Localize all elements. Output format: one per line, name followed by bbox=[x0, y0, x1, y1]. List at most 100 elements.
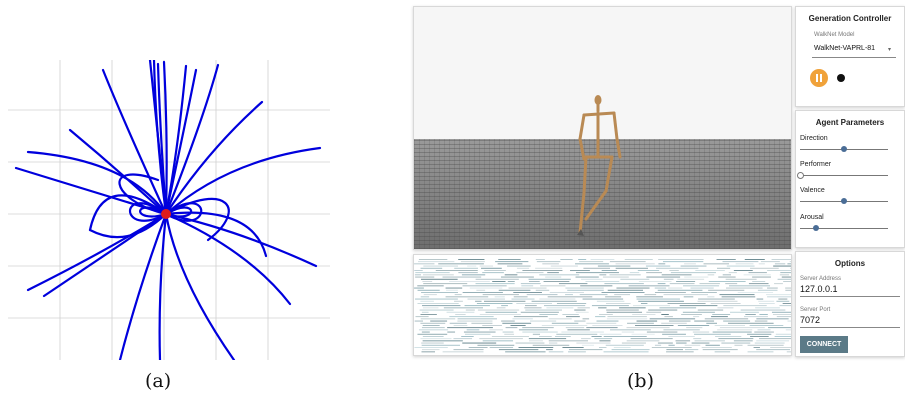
feature-streak bbox=[693, 338, 702, 340]
feature-streak bbox=[675, 340, 691, 342]
feature-streak bbox=[666, 349, 683, 351]
feature-streak bbox=[781, 276, 791, 278]
feature-streak bbox=[528, 278, 571, 280]
feature-streak bbox=[677, 325, 710, 326]
connect-button[interactable]: CONNECT bbox=[800, 336, 848, 353]
feature-streak bbox=[483, 300, 526, 302]
feature-streak bbox=[491, 336, 529, 337]
feature-streak bbox=[582, 318, 590, 320]
feature-streak bbox=[532, 333, 540, 335]
feature-streak bbox=[636, 298, 680, 300]
field-underline bbox=[800, 296, 900, 297]
feature-streak bbox=[607, 289, 643, 291]
feature-streak bbox=[445, 296, 489, 298]
feature-streak bbox=[435, 270, 478, 271]
feature-streak bbox=[707, 274, 715, 276]
trajectory-curve bbox=[164, 212, 292, 306]
slider-direction[interactable]: Direction bbox=[796, 135, 904, 157]
feature-streak bbox=[458, 259, 485, 260]
trajectory-curve bbox=[164, 63, 220, 216]
feature-streak bbox=[747, 333, 772, 335]
origin-marker bbox=[161, 209, 171, 219]
feature-streak bbox=[779, 305, 791, 307]
feature-streak bbox=[785, 329, 791, 331]
slider-valence[interactable]: Valence bbox=[796, 187, 904, 209]
slider-thumb[interactable] bbox=[812, 225, 819, 231]
slider-performer[interactable]: Performer bbox=[796, 161, 904, 183]
feature-streak bbox=[661, 314, 669, 315]
model-label: WalkNet Model bbox=[814, 32, 855, 38]
feature-streak bbox=[621, 342, 646, 344]
feature-streak bbox=[740, 309, 786, 311]
feature-streak bbox=[757, 329, 771, 331]
feature-streak bbox=[453, 338, 473, 340]
feature-streak bbox=[705, 344, 720, 346]
feature-streak bbox=[657, 289, 703, 291]
feature-streak bbox=[516, 267, 530, 269]
slider-thumb[interactable] bbox=[797, 172, 804, 179]
feature-streak bbox=[704, 318, 749, 320]
model-select[interactable]: WalkNet-VAPRL-81 ▾ bbox=[812, 43, 896, 58]
feature-streak bbox=[421, 278, 458, 280]
feature-streak bbox=[636, 296, 663, 298]
trajectory-plot bbox=[8, 60, 330, 360]
3d-viewport[interactable] bbox=[413, 6, 792, 250]
feature-streak bbox=[668, 287, 683, 289]
feature-streak bbox=[605, 303, 631, 304]
feature-streak bbox=[567, 329, 590, 331]
feature-streak bbox=[702, 349, 738, 351]
feature-streak bbox=[774, 336, 791, 337]
feature-streak bbox=[748, 272, 767, 274]
feature-streak bbox=[462, 292, 503, 293]
record-dot-icon[interactable] bbox=[837, 74, 845, 82]
feature-streak bbox=[422, 340, 463, 342]
feature-streak bbox=[568, 349, 603, 351]
pause-button[interactable] bbox=[810, 69, 828, 87]
feature-streak bbox=[599, 340, 611, 342]
feature-streak bbox=[531, 300, 577, 302]
slider-arousal[interactable]: Arousal bbox=[796, 214, 904, 236]
feature-streak bbox=[727, 322, 774, 324]
slider-label: Performer bbox=[800, 161, 832, 168]
feature-streak bbox=[626, 327, 670, 329]
feature-streak bbox=[508, 287, 547, 289]
feature-streak bbox=[551, 322, 579, 324]
feature-streak bbox=[758, 263, 765, 265]
feature-streak bbox=[507, 265, 531, 267]
feature-streak bbox=[476, 303, 513, 304]
feature-streak bbox=[414, 270, 423, 271]
feature-streak bbox=[662, 333, 686, 335]
slider-track[interactable] bbox=[800, 175, 888, 176]
feature-streak bbox=[785, 287, 791, 289]
feature-streak bbox=[663, 294, 708, 296]
feature-streak bbox=[711, 316, 728, 318]
server-port-field[interactable]: 7072 bbox=[800, 314, 900, 328]
feature-streak bbox=[565, 294, 573, 296]
trajectory-curve bbox=[118, 212, 168, 360]
feature-streak bbox=[743, 316, 768, 318]
feature-streak bbox=[737, 292, 774, 293]
feature-streak bbox=[446, 311, 475, 313]
feature-streak bbox=[694, 340, 725, 342]
feature-streak bbox=[668, 336, 695, 337]
feature-streak bbox=[754, 320, 768, 322]
feature-streak bbox=[477, 344, 515, 346]
feature-streak bbox=[549, 292, 584, 293]
slider-thumb[interactable] bbox=[841, 146, 847, 152]
feature-streak bbox=[626, 340, 660, 342]
feature-streak bbox=[540, 285, 566, 287]
feature-streak bbox=[495, 261, 529, 263]
feature-streak bbox=[590, 259, 615, 260]
slider-thumb[interactable] bbox=[841, 198, 847, 204]
feature-streak bbox=[421, 351, 436, 353]
feature-streak bbox=[475, 283, 515, 285]
feature-streak bbox=[421, 349, 440, 351]
server-address-field[interactable]: 127.0.0.1 bbox=[800, 283, 900, 297]
feature-streak bbox=[654, 344, 662, 346]
feature-streak bbox=[581, 344, 594, 346]
feature-streak bbox=[630, 338, 673, 340]
feature-streak bbox=[786, 351, 791, 353]
feature-streak bbox=[565, 327, 585, 329]
slider-track[interactable] bbox=[800, 228, 888, 229]
feature-streak bbox=[749, 325, 784, 326]
